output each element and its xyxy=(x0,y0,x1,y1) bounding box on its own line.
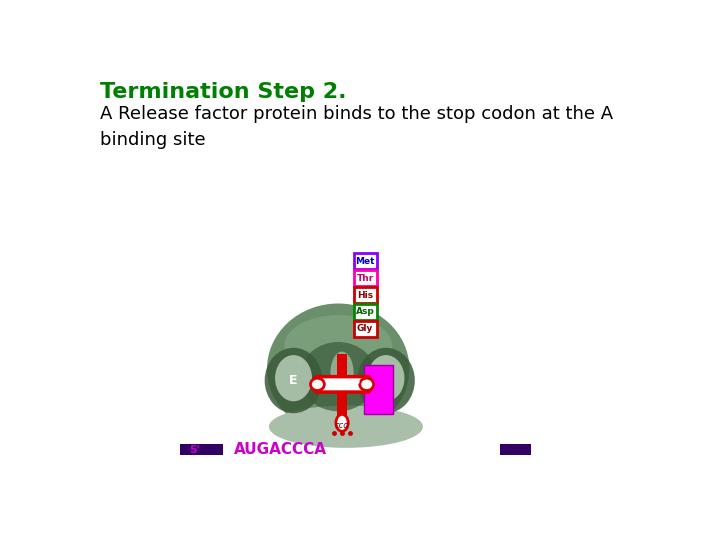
Text: Thr: Thr xyxy=(356,274,374,282)
Ellipse shape xyxy=(357,348,415,413)
Ellipse shape xyxy=(265,348,323,413)
Text: His: His xyxy=(357,291,373,300)
Bar xyxy=(500,444,531,455)
Text: ccd: ccd xyxy=(335,421,349,430)
FancyBboxPatch shape xyxy=(354,253,377,269)
Text: AUGACCCA: AUGACCCA xyxy=(234,442,328,457)
Ellipse shape xyxy=(284,315,392,377)
Ellipse shape xyxy=(275,355,312,401)
Ellipse shape xyxy=(267,303,410,434)
Text: P: P xyxy=(352,379,360,389)
Ellipse shape xyxy=(300,342,377,411)
Ellipse shape xyxy=(367,355,405,401)
Text: Termination Step 2.: Termination Step 2. xyxy=(99,82,346,102)
Ellipse shape xyxy=(269,406,423,448)
Text: E: E xyxy=(289,374,298,387)
Ellipse shape xyxy=(360,378,374,390)
Text: Met: Met xyxy=(356,256,375,266)
FancyBboxPatch shape xyxy=(354,304,377,320)
Bar xyxy=(337,354,348,419)
Text: Gly: Gly xyxy=(357,325,374,333)
Text: Asp: Asp xyxy=(356,307,374,316)
FancyBboxPatch shape xyxy=(354,271,377,286)
Ellipse shape xyxy=(336,414,348,431)
FancyBboxPatch shape xyxy=(354,287,377,303)
Bar xyxy=(364,365,393,414)
FancyBboxPatch shape xyxy=(315,377,371,392)
Ellipse shape xyxy=(330,352,354,394)
FancyBboxPatch shape xyxy=(354,321,377,336)
Text: 5': 5' xyxy=(189,445,199,455)
Bar xyxy=(180,444,222,455)
Ellipse shape xyxy=(310,378,324,390)
Text: A Release factor protein binds to the stop codon at the A
binding site: A Release factor protein binds to the st… xyxy=(99,105,613,149)
